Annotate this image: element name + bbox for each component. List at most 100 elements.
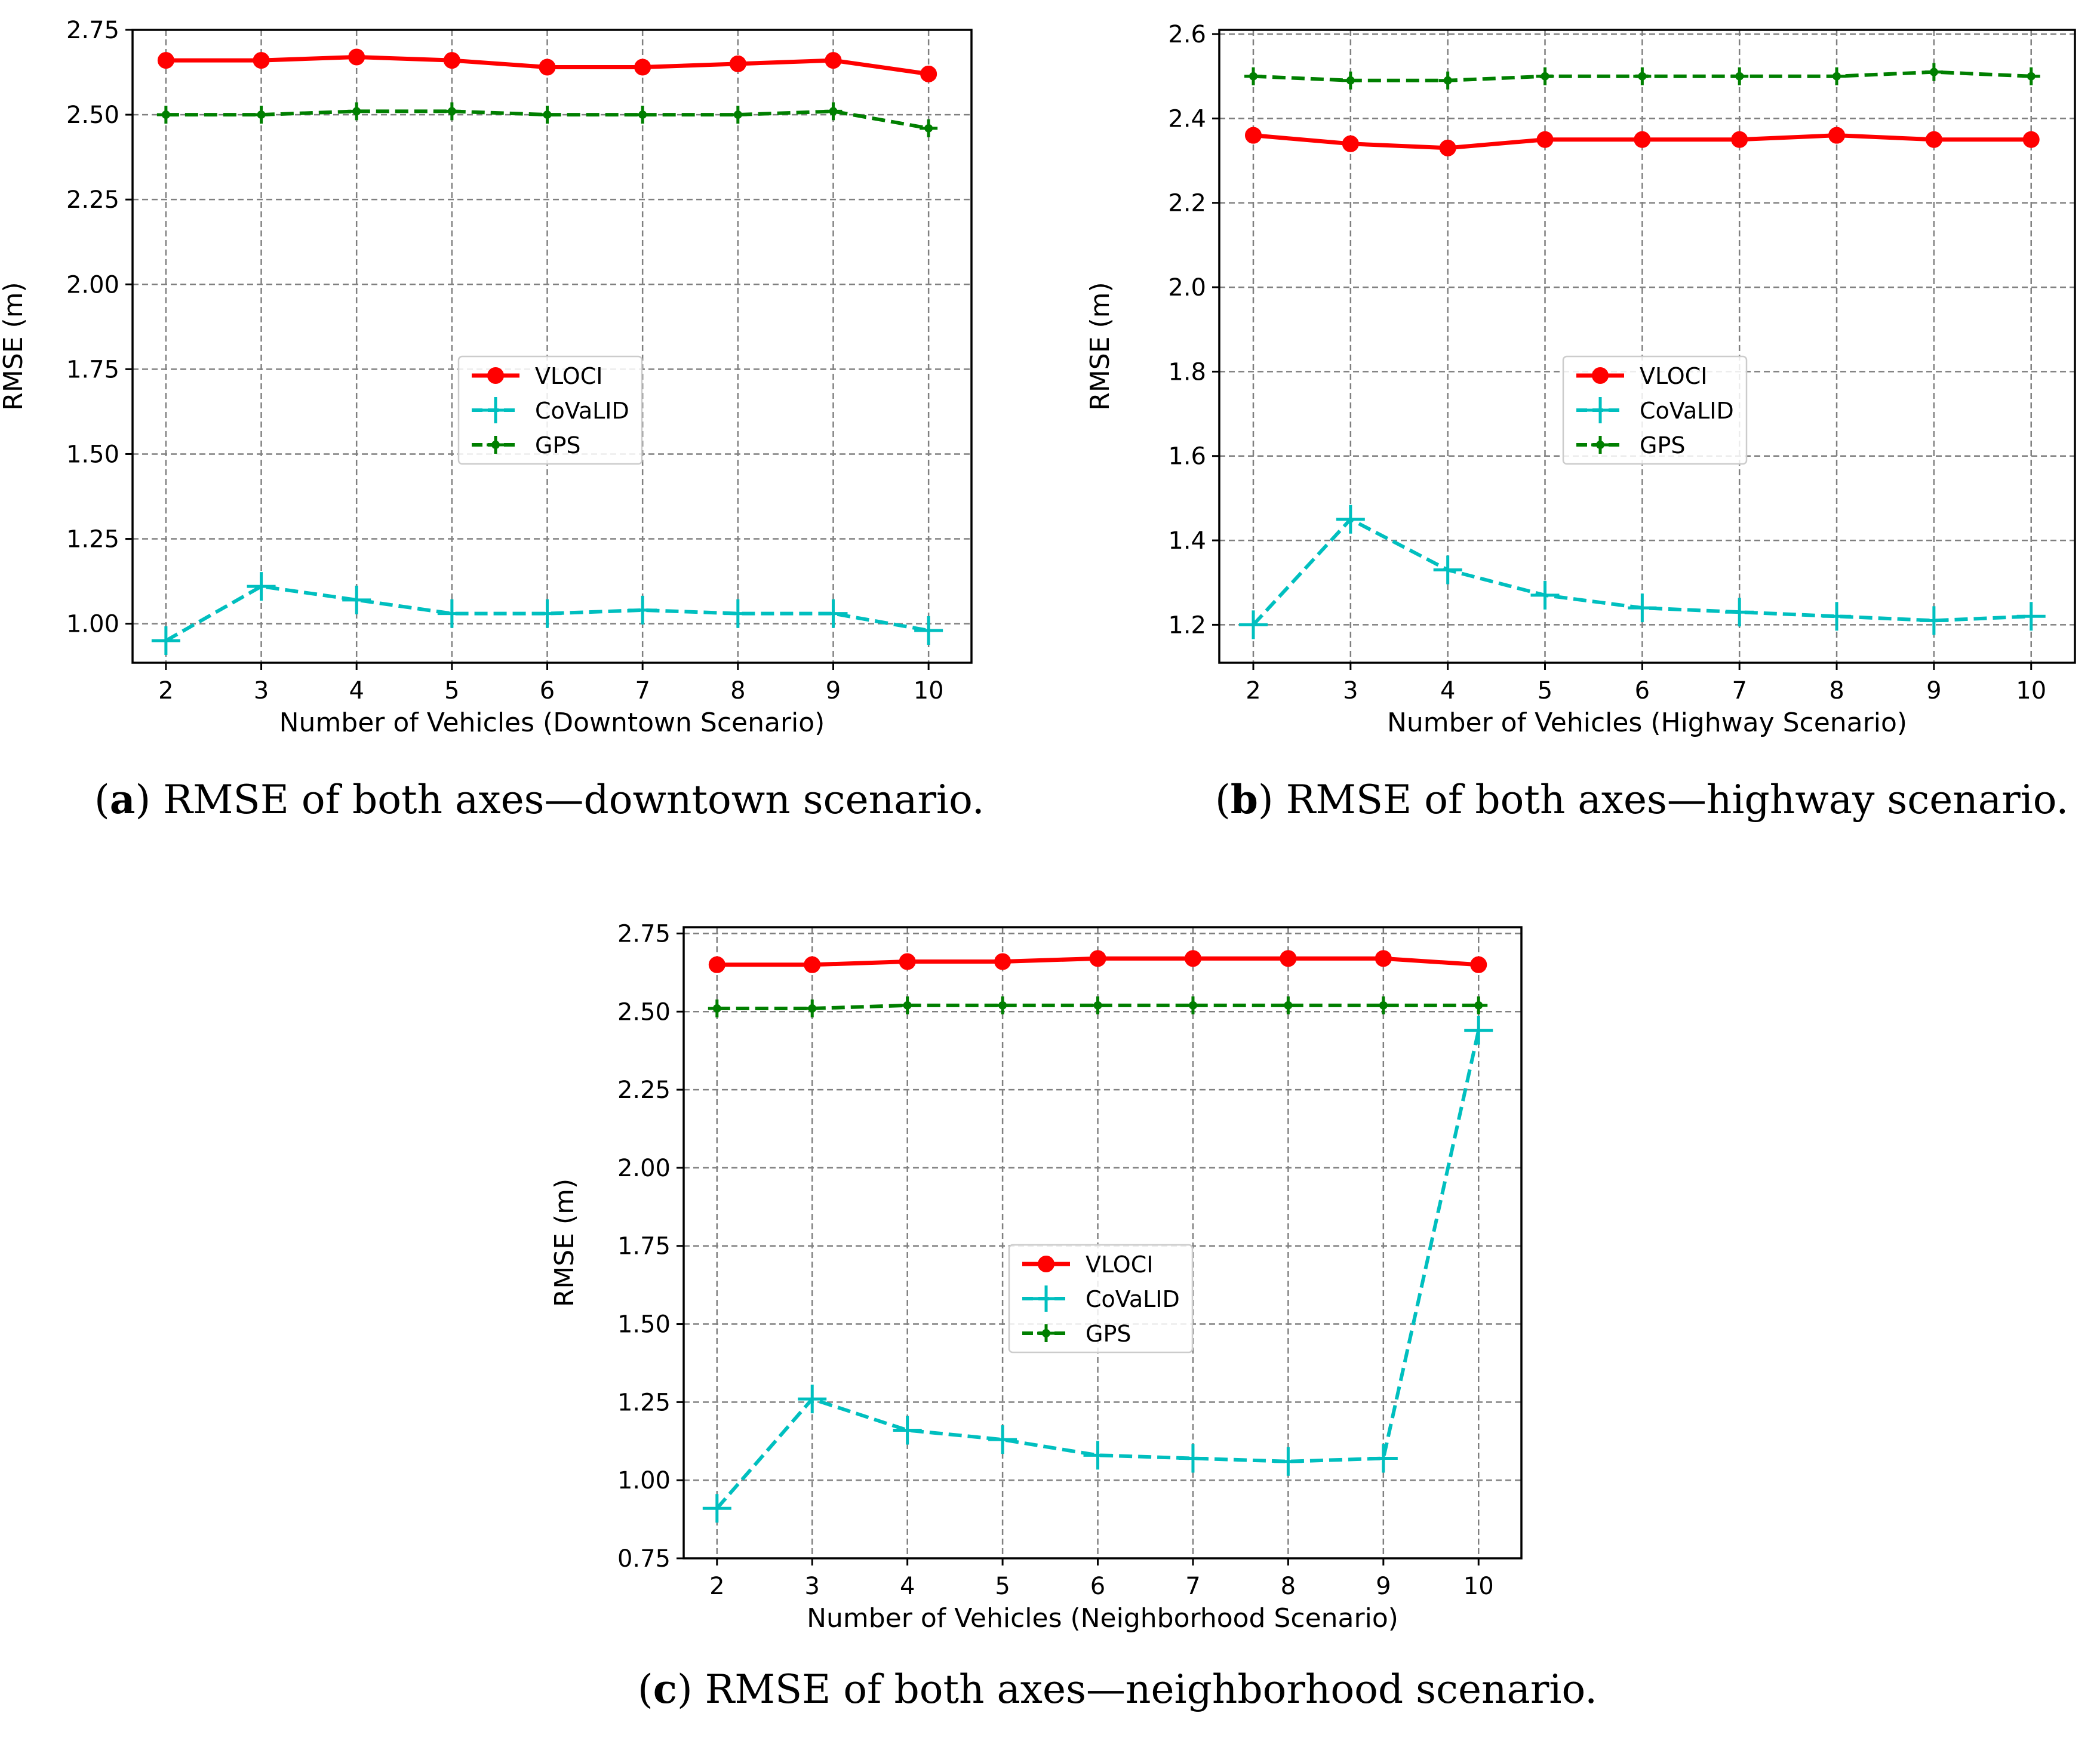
chart-c-xlabel: Number of Vehicles (Neighborhood Scenari… <box>807 1603 1398 1634</box>
chart-c-frame <box>682 926 1523 1560</box>
caption-a-text: RMSE of both axes—downtown scenario. <box>163 777 985 823</box>
chart-c-ytick-label: 2.75 <box>617 920 671 948</box>
chart-b-series-gps-point-dot <box>1832 72 1841 81</box>
chart-a-series-gps-point-dot <box>161 110 170 119</box>
chart-a-series-covalid <box>151 572 943 656</box>
chart-b-legend-vloci-label: VLOCI <box>1640 363 1707 389</box>
caption-c-open: ( <box>638 1666 653 1712</box>
chart-a-xtick-label: 10 <box>914 677 944 705</box>
chart-c-series-vloci-point <box>1375 950 1392 967</box>
chart-c-legend-gps-label: GPS <box>1086 1321 1131 1347</box>
chart-c-legend-gps-marker-dot <box>1042 1329 1050 1337</box>
chart-c-series-gps-point-dot <box>712 1004 721 1013</box>
chart-b-ytick-label: 1.2 <box>1168 611 1206 639</box>
chart-c-legend-vloci-label: VLOCI <box>1086 1251 1153 1278</box>
chart-a-series-vloci-point <box>539 59 556 76</box>
caption-c-close: ) <box>677 1666 705 1712</box>
chart-b-ytick-label: 1.6 <box>1168 443 1206 470</box>
chart-c-series-vloci-point <box>1280 950 1297 967</box>
chart-b-series-vloci-point <box>2022 131 2040 148</box>
chart-a-ytick-label: 1.00 <box>66 611 119 638</box>
chart-a-series-gps-point-dot <box>733 110 742 119</box>
caption-b-letter: b <box>1230 776 1258 823</box>
chart-a-ytick-label: 2.00 <box>66 271 119 299</box>
chart-c-series-vloci-point <box>804 956 821 973</box>
chart-c-ytick-label: 2.25 <box>617 1077 671 1104</box>
chart-c-series-gps-point-dot <box>1474 1001 1483 1010</box>
chart-c-series-vloci-point <box>1089 950 1106 967</box>
chart-b-xtick-label: 5 <box>1538 677 1552 705</box>
chart-c-xtick-label: 4 <box>900 1573 915 1600</box>
caption-b: (b) RMSE of both axes—highway scenario. <box>1215 776 2068 823</box>
chart-c-series-gps-point-dot <box>998 1001 1007 1010</box>
chart-b-ytick-label: 2.0 <box>1168 274 1206 302</box>
chart-b-series-gps-point-dot <box>1541 72 1549 81</box>
chart-c-series-gps-point-dot <box>903 1001 912 1010</box>
caption-a-open: ( <box>94 777 110 823</box>
chart-a-xtick-label: 9 <box>826 677 841 705</box>
chart-a-series-vloci-point <box>920 65 937 82</box>
chart-a-frame <box>131 29 973 664</box>
chart-a-series-vloci <box>157 48 937 82</box>
chart-c-series-gps <box>708 996 1488 1018</box>
chart-b-legend: VLOCI CoVaLID GPS <box>1562 355 1748 465</box>
chart-a-series-vloci-point <box>348 48 365 66</box>
chart-b-series-gps-point-dot <box>1346 76 1355 85</box>
chart-c-legend-box <box>1008 1244 1194 1354</box>
chart-b-legend-covalid-label: CoVaLID <box>1640 398 1734 424</box>
chart-c-series-vloci-point <box>1470 956 1487 973</box>
chart-a-series-gps-point-dot <box>829 107 838 116</box>
chart-a-series-vloci-point <box>634 59 651 76</box>
chart-b-plot-area <box>1219 30 2075 663</box>
chart-b-series-vloci-point <box>1731 131 1748 148</box>
chart-b-legend-gps-marker-dot <box>1596 441 1604 449</box>
chart-b-series-vloci-point <box>1925 131 1942 148</box>
caption-c-text: RMSE of both axes—neighborhood scenario. <box>705 1666 1598 1712</box>
chart-b-series-gps <box>1244 63 2040 90</box>
chart-c-ytick-label: 1.25 <box>617 1389 671 1416</box>
chart-a: 2 3 4 5 6 7 8 9 10 1.00 1.25 1.50 1.75 2.00 2.25 2.50 2.… <box>0 17 973 738</box>
chart-a-ytick-label: 1.25 <box>66 526 119 553</box>
chart-b-xtick-label: 3 <box>1343 677 1358 705</box>
chart-c-xtick-label: 9 <box>1376 1573 1391 1600</box>
caption-a-letter: a <box>109 776 136 823</box>
caption-c-letter: c <box>653 1666 677 1712</box>
chart-b-frame <box>1218 29 2076 664</box>
chart-a-series-gps-line <box>165 109 929 130</box>
chart-b-series-vloci-point <box>1536 131 1554 148</box>
chart-c-series-vloci-point <box>1184 950 1201 967</box>
chart-c-series-vloci-point <box>708 956 725 973</box>
chart-c-series-covalid-line <box>715 1030 1481 1510</box>
chart-a-xtick-label: 5 <box>444 677 459 705</box>
chart-b-ytick-label: 1.4 <box>1168 527 1206 555</box>
chart-a-xtick-label: 3 <box>254 677 269 705</box>
chart-a-ytick-label: 1.75 <box>66 356 119 383</box>
chart-b-ytick-label: 1.8 <box>1168 358 1206 386</box>
chart-b: 2 3 4 5 6 7 8 9 10 1.2 1.4 1.6 1.8 2.0 2.2 2.4 2.6 Number… <box>1085 21 2076 738</box>
chart-c-series-vloci <box>708 950 1487 973</box>
caption-b-text: RMSE of both axes—highway scenario. <box>1286 777 2069 823</box>
chart-c-series-vloci-point <box>994 953 1011 970</box>
chart-b-legend-box <box>1562 355 1748 465</box>
chart-a-series-vloci-point <box>157 52 174 69</box>
chart-c-series-covalid <box>702 1016 1493 1523</box>
chart-c-xtick-label: 6 <box>1090 1573 1105 1600</box>
chart-c-legend-covalid-label: CoVaLID <box>1086 1286 1180 1312</box>
chart-c-ytick-label: 0.75 <box>617 1545 671 1573</box>
chart-c-series-vloci-point <box>899 953 916 970</box>
chart-a-legend-box <box>457 355 643 465</box>
chart-a-legend-covalid-label: CoVaLID <box>535 398 629 424</box>
chart-b-series-covalid <box>1238 505 2046 639</box>
chart-a-legend-gps-label: GPS <box>535 432 580 459</box>
chart-a-series-gps-point-dot <box>447 107 456 116</box>
chart-c-ylabel: RMSE (m) <box>549 1179 580 1307</box>
chart-c-ytick-label: 1.75 <box>617 1233 671 1260</box>
caption-b-close: ) <box>1257 777 1286 823</box>
chart-a-series-vloci-point <box>825 52 842 69</box>
chart-c-legend-vloci-marker <box>1038 1256 1054 1272</box>
chart-a-series-gps-point-dot <box>638 110 647 119</box>
chart-c-series-gps-point-dot <box>808 1004 817 1013</box>
chart-a-ytick-label: 2.50 <box>66 102 119 129</box>
